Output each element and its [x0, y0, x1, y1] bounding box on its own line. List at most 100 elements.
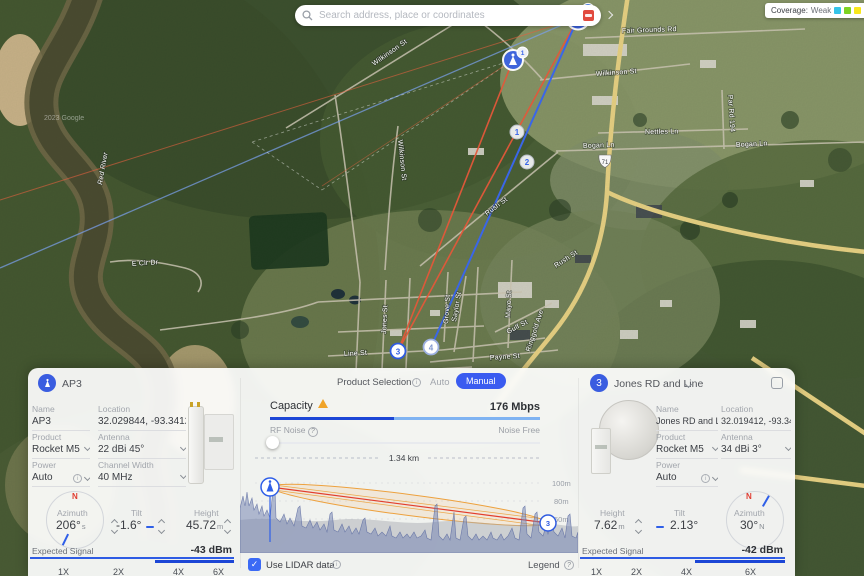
info-icon[interactable]: i — [412, 378, 421, 387]
svg-text:1: 1 — [515, 128, 520, 137]
station-azimuth-compass[interactable] — [726, 491, 784, 549]
rf-noise-slider-knob[interactable] — [266, 436, 279, 449]
chevron-down-icon — [711, 473, 718, 482]
station-azimuth-value[interactable]: 30°N — [740, 518, 765, 532]
station-antenna-select[interactable]: Antenna 34 dBi 3° — [721, 432, 791, 459]
ap-height-stepper[interactable] — [223, 516, 232, 535]
search-bar[interactable] — [295, 5, 601, 26]
ap-tilt-label: Tilt — [131, 508, 143, 518]
station-number-badge: 3 — [590, 374, 608, 392]
svg-text:Jones St: Jones St — [381, 305, 389, 334]
search-input[interactable] — [319, 10, 577, 21]
divider — [578, 378, 579, 568]
ap-tilt-stepper[interactable] — [157, 516, 166, 535]
elevation-profile: 1.34 km 100m 80m 60m — [240, 453, 578, 553]
station-height-value[interactable]: 7.62m — [594, 518, 625, 532]
station-azimuth-label: Azimuth — [734, 508, 765, 518]
ap-azimuth-compass[interactable] — [46, 491, 104, 549]
use-lidar-checkbox[interactable] — [248, 558, 261, 571]
capacity-bar — [270, 417, 540, 420]
warning-icon[interactable] — [317, 399, 328, 408]
ap-expected-signal-label: Expected Signal — [32, 546, 94, 556]
compass-north-label: N — [72, 492, 78, 501]
station-power-select[interactable]: Power Auto i — [656, 460, 718, 487]
map-marker-4[interactable]: 4 — [422, 338, 440, 356]
tilt-indicator — [146, 526, 154, 528]
svg-text:Wilkinson St: Wilkinson St — [596, 68, 637, 78]
rf-noise-slider-track[interactable] — [272, 442, 540, 444]
legend-help-icon[interactable]: ? — [564, 560, 574, 570]
coverage-swatch-2 — [844, 7, 852, 14]
coverage-label: Coverage: — [771, 6, 808, 15]
svg-text:3: 3 — [396, 348, 401, 357]
station-name-field[interactable]: Name Jones RD and Line — [656, 404, 718, 431]
ap-channel-width-select[interactable]: Channel Width 40 MHz — [98, 460, 186, 487]
svg-text:Payne St: Payne St — [490, 353, 520, 362]
station-tilt-label: Tilt — [674, 508, 686, 518]
svg-text:Grove St: Grove St — [443, 294, 452, 324]
zoom-6x-button[interactable]: 6X — [745, 567, 757, 576]
chevron-down-icon — [784, 444, 791, 452]
svg-text:Bogan Ln: Bogan Ln — [736, 140, 768, 149]
zoom-1x-button[interactable]: 1X — [58, 567, 70, 576]
link-detail-panel: AP3 Name AP3 Location 32.029844, -93.341… — [28, 368, 795, 576]
svg-text:Line St: Line St — [344, 350, 368, 358]
station-location-field[interactable]: Location 32.019412, -93.34837 — [721, 404, 791, 431]
dish-product-image — [585, 400, 659, 490]
station-product-select[interactable]: Product Rocket M5 — [656, 432, 718, 459]
search-icon — [302, 10, 313, 21]
ap-azimuth-label: Azimuth — [57, 508, 88, 518]
svg-text:Par Rd 194: Par Rd 194 — [726, 95, 736, 133]
svg-text:2023 Google: 2023 Google — [44, 115, 84, 122]
product-selection-auto[interactable]: Auto — [430, 377, 450, 388]
link-column: Product Selection i Auto Manual Capacity… — [240, 368, 578, 576]
zoom-6x-button[interactable]: 6X — [213, 567, 225, 576]
coverage-weak-label: Weak — [810, 6, 832, 15]
signal-bar — [580, 557, 785, 559]
svg-text:80m: 80m — [554, 497, 569, 506]
ap-column: AP3 Name AP3 Location 32.029844, -93.341… — [28, 368, 240, 576]
ap-antenna-select[interactable]: Antenna 22 dBi 45° — [98, 432, 186, 459]
map-marker-3[interactable]: 3 — [389, 342, 407, 360]
svg-text:E Cir Dr: E Cir Dr — [132, 259, 159, 268]
svg-text:Mayo St: Mayo St — [505, 291, 513, 318]
ap-azimuth-value[interactable]: 206°s — [56, 518, 86, 532]
station-zoom-row: 1X 2X 4X 6X — [578, 567, 795, 576]
map-marker-1[interactable]: 1 — [509, 124, 525, 140]
zoom-4x-button[interactable]: 4X — [681, 567, 693, 576]
ap-product-select[interactable]: Product Rocket M5 — [32, 432, 90, 459]
ap-name-field[interactable]: Name AP3 — [32, 404, 90, 431]
use-lidar-label: Use LIDAR data — [266, 560, 335, 571]
ap-location-field[interactable]: Location 32.029844, -93.34129 — [98, 404, 186, 431]
detach-icon[interactable] — [771, 377, 783, 389]
chevron-down-icon — [83, 473, 90, 482]
link-lines — [0, 17, 579, 352]
zoom-2x-button[interactable]: 2X — [113, 567, 125, 576]
search-action-icon[interactable] — [583, 10, 594, 21]
info-icon[interactable]: i — [73, 474, 83, 483]
ap-power-select[interactable]: Power Auto i — [32, 460, 90, 487]
station-height-stepper[interactable] — [634, 516, 643, 535]
product-selection-manual[interactable]: Manual — [456, 373, 506, 389]
chevron-down-icon — [711, 444, 718, 452]
map-marker-2[interactable]: 2 — [519, 154, 535, 170]
terrain-lidar — [240, 488, 578, 553]
station-title: Jones RD and Line — [614, 378, 704, 390]
ap-expected-signal-value: -43 dBm — [190, 544, 232, 556]
ap-tilt-value[interactable]: -1.6° — [116, 518, 142, 532]
legend-button[interactable]: Legend — [528, 560, 560, 571]
info-icon[interactable]: i — [332, 560, 341, 569]
zoom-1x-button[interactable]: 1X — [591, 567, 603, 576]
rocket-m5-product-image — [180, 402, 236, 490]
station-height-label: Height — [600, 508, 625, 518]
profile-endpoint-marker: 3 — [539, 514, 557, 532]
capacity-value: 176 Mbps — [489, 401, 540, 413]
zoom-2x-button[interactable]: 2X — [631, 567, 643, 576]
station-tilt-value[interactable]: 2.13° — [670, 518, 699, 532]
ap-height-value[interactable]: 45.72m — [186, 518, 224, 532]
ap-site-icon — [38, 374, 56, 392]
map-marker-tower-b[interactable]: 1 — [502, 46, 529, 71]
help-icon[interactable]: ? — [307, 426, 318, 437]
info-icon[interactable]: i — [701, 474, 711, 483]
zoom-4x-button[interactable]: 4X — [173, 567, 185, 576]
